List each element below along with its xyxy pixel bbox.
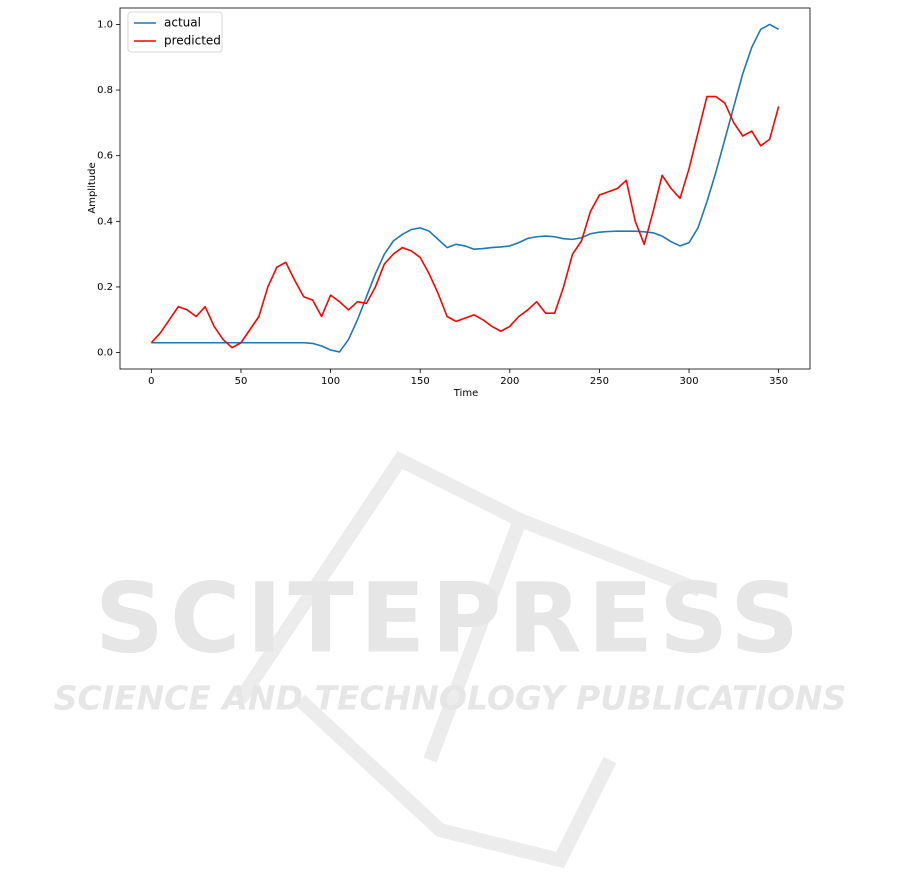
watermark-subtitle: SCIENCE AND TECHNOLOGY PUBLICATIONS <box>54 679 847 718</box>
line-series <box>151 23 780 353</box>
y-axis-label: Amplitude <box>87 162 98 213</box>
y-tick-label: 1.0 <box>97 19 113 30</box>
x-tick-label: 50 <box>235 376 248 387</box>
plot-frame <box>119 7 811 370</box>
y-tick-label: 0.2 <box>97 282 113 293</box>
legend-label: actual <box>164 16 201 30</box>
legend-label: predicted <box>164 34 221 48</box>
y-tick-label: 0.6 <box>97 151 113 162</box>
legend-box <box>127 11 223 53</box>
line-series <box>150 95 780 349</box>
y-tick-label: 0.0 <box>97 348 113 359</box>
x-tick-label: 300 <box>679 376 698 387</box>
x-tick-label: 100 <box>321 376 340 387</box>
x-tick-label: 150 <box>411 376 430 387</box>
watermark-logo <box>234 450 703 869</box>
x-tick-label: 250 <box>590 376 609 387</box>
watermark-title: SCITEPRESS <box>95 562 805 674</box>
x-tick-label: 200 <box>500 376 519 387</box>
x-tick-label: 0 <box>148 376 154 387</box>
y-tick-label: 0.4 <box>97 216 113 227</box>
y-tick-label: 0.8 <box>97 85 113 96</box>
x-tick-label: 350 <box>769 376 788 387</box>
x-axis-label: Time <box>453 388 478 399</box>
